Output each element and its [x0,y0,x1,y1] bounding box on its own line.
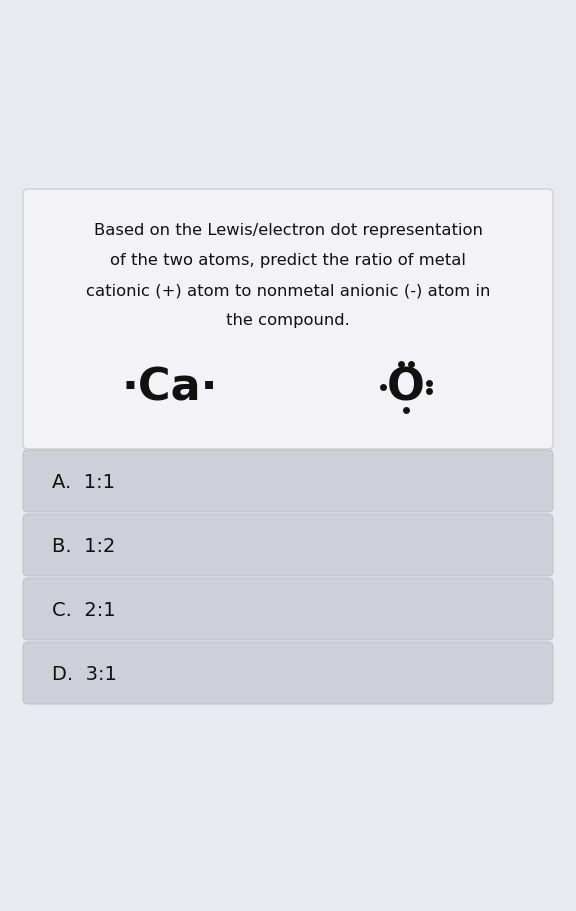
FancyBboxPatch shape [23,189,553,449]
Text: C.  2:1: C. 2:1 [52,599,116,619]
FancyBboxPatch shape [23,451,553,512]
Text: Based on the Lewis/electron dot representation: Based on the Lewis/electron dot represen… [93,223,483,238]
Text: ·Ca·: ·Ca· [122,366,218,409]
Text: O: O [387,366,425,409]
Text: B.  1:2: B. 1:2 [52,536,115,555]
Text: of the two atoms, predict the ratio of metal: of the two atoms, predict the ratio of m… [110,252,466,268]
Text: cationic (+) atom to nonmetal anionic (-) atom in: cationic (+) atom to nonmetal anionic (-… [86,282,490,298]
Text: the compound.: the compound. [226,312,350,328]
FancyBboxPatch shape [23,578,553,640]
Text: A.  1:1: A. 1:1 [52,472,115,491]
Text: D.  3:1: D. 3:1 [52,664,117,682]
FancyBboxPatch shape [23,642,553,704]
FancyBboxPatch shape [23,515,553,577]
